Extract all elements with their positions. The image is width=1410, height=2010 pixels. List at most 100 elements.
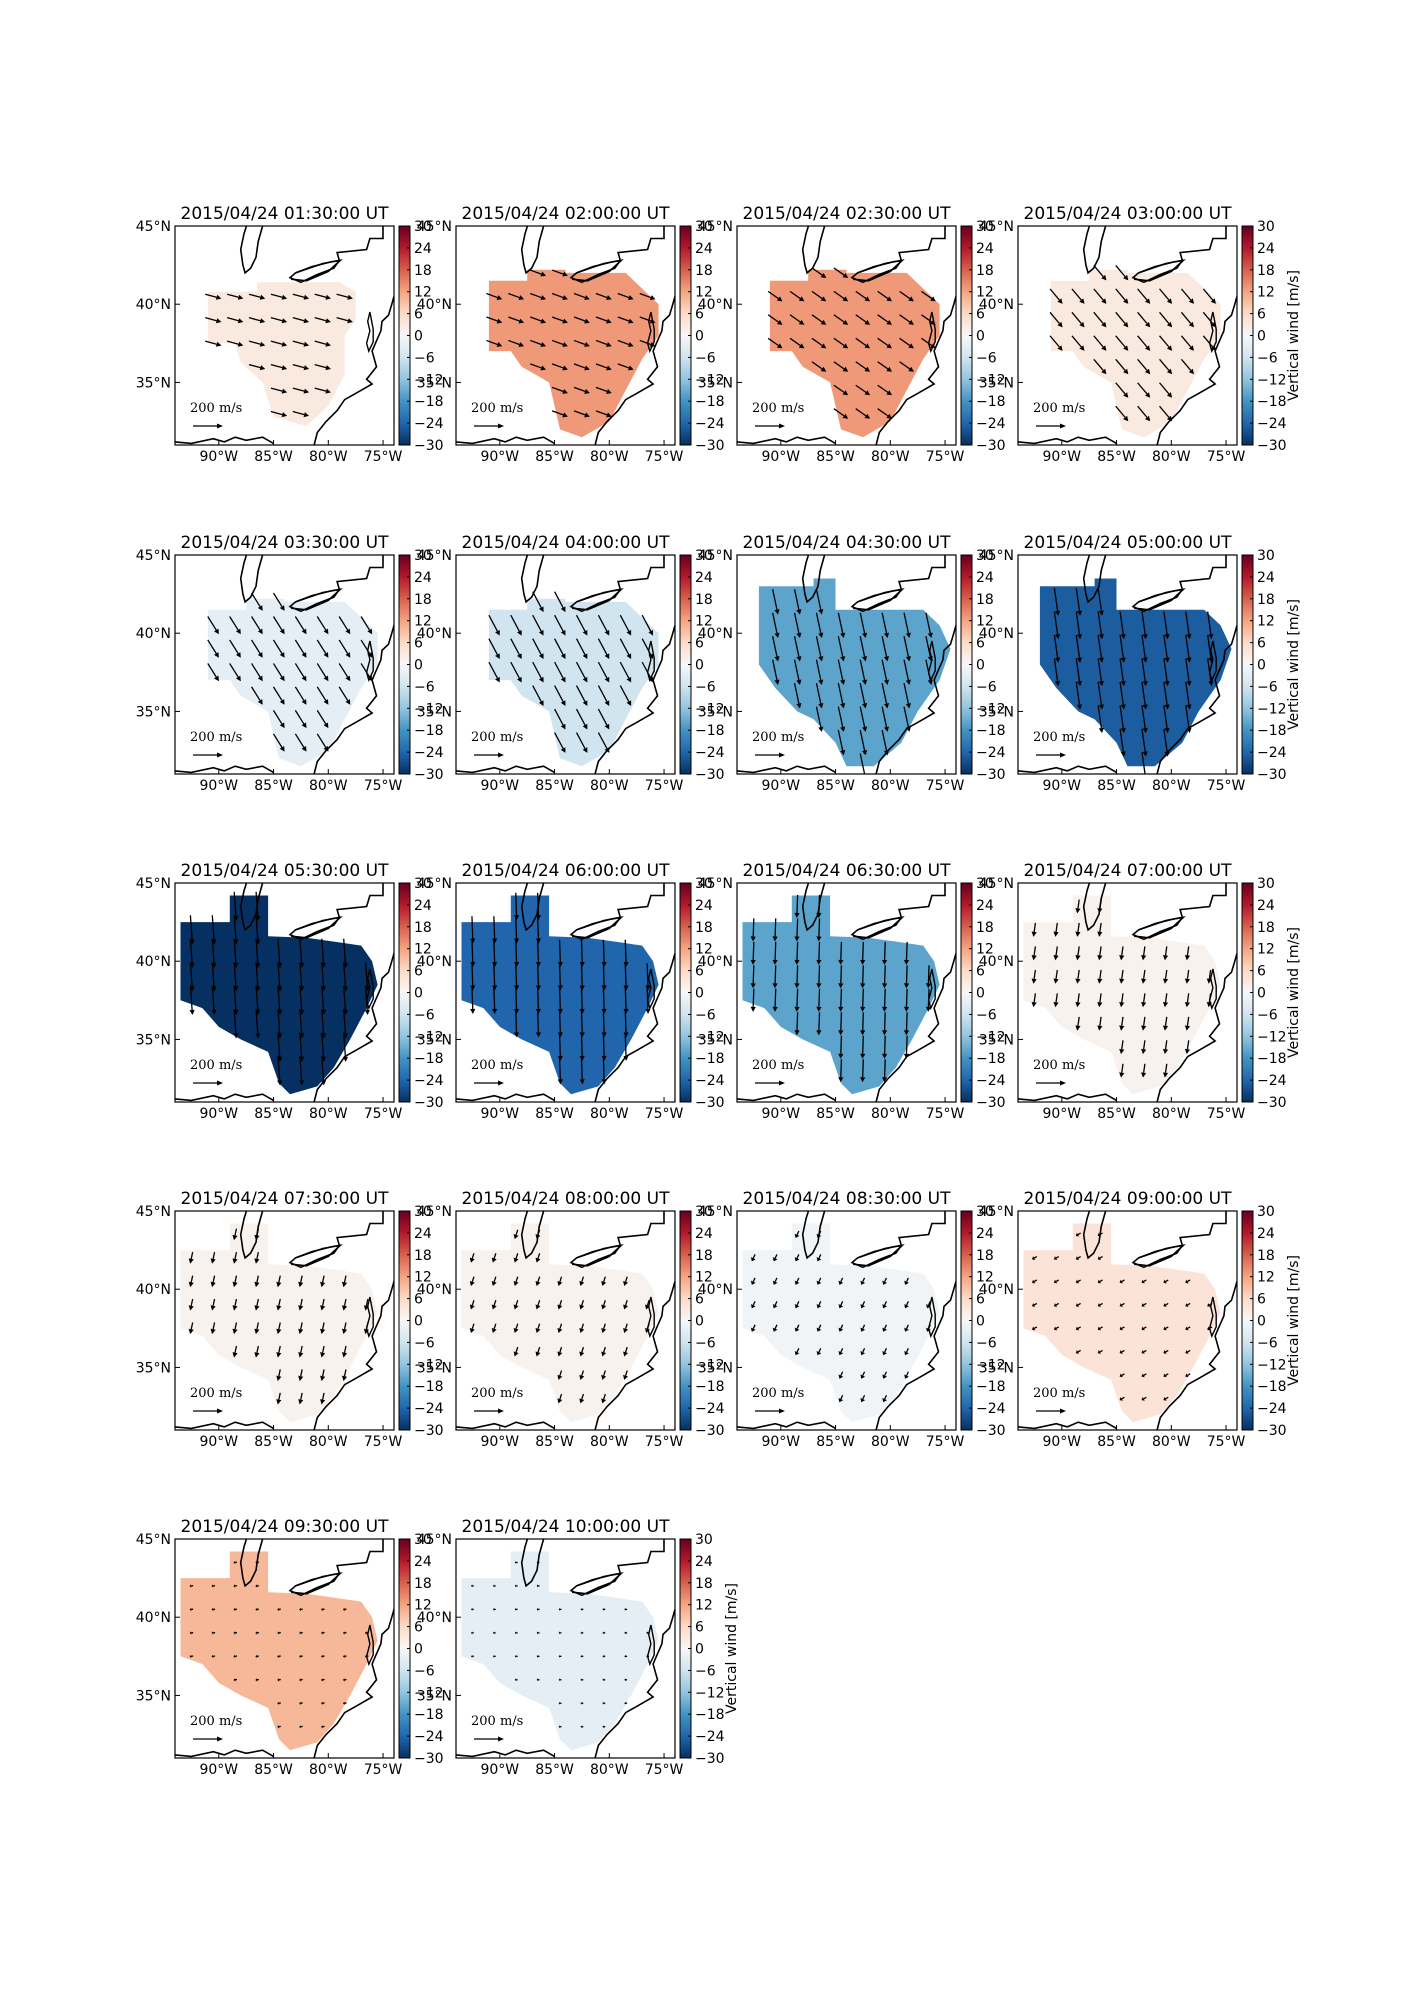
colorbar-tick-label: −30: [695, 1423, 725, 1439]
wind-vector-head: [796, 632, 802, 639]
wind-vector-head: [602, 1678, 604, 1682]
wind-vector: [537, 1276, 541, 1283]
wind-vector: [1165, 1349, 1169, 1353]
wind-vector-head: [905, 656, 911, 662]
wind-vector-head: [211, 1009, 217, 1015]
lake-michigan-outline: [239, 1211, 264, 1260]
wind-vector: [537, 1323, 541, 1329]
map-frame: [455, 554, 676, 775]
colorbar-tick-label: 12: [976, 1270, 994, 1286]
wind-vector-head: [255, 1033, 261, 1039]
wind-vector-head: [343, 1701, 345, 1705]
wind-vector: [343, 1298, 347, 1306]
wind-vector-head: [345, 652, 351, 658]
wind-vector: [1119, 681, 1124, 705]
wind-vector: [905, 1301, 909, 1306]
wind-vector-head: [1210, 298, 1216, 304]
wind-vector-head: [818, 679, 824, 685]
colorbar-tick-label: 6: [1257, 964, 1266, 980]
vertical-wind-region: [769, 269, 940, 438]
wind-vector-head: [1119, 1001, 1125, 1008]
wind-vector-head: [1142, 704, 1148, 710]
colorbar-tick-label: 12: [1257, 1270, 1275, 1286]
wind-vector: [1099, 1016, 1102, 1026]
wind-vector: [862, 1277, 866, 1283]
wind-vector-head: [623, 1281, 629, 1287]
wind-vector-head: [323, 652, 329, 658]
wind-vector-head: [1031, 955, 1037, 961]
wind-vector-head: [1119, 1326, 1123, 1331]
wind-vector-head: [881, 1006, 888, 1012]
wind-vector: [752, 1254, 756, 1259]
wind-vector-head: [842, 390, 849, 396]
wind-vector-head: [774, 656, 780, 662]
chesapeake-outline: [365, 968, 374, 1011]
wind-vector: [1033, 946, 1037, 956]
colorbar-tick-label: 24: [414, 1226, 432, 1242]
wind-vector: [316, 616, 327, 631]
wind-vector: [1143, 946, 1146, 956]
wind-vector-head: [601, 1281, 607, 1287]
wind-vector-head: [303, 318, 310, 324]
wind-vector-head: [818, 656, 824, 662]
wind-vector: [234, 1251, 238, 1259]
wind-vector-head: [840, 679, 846, 685]
wind-vector: [207, 663, 217, 678]
colorbar-tick-label: −24: [695, 745, 725, 761]
wind-vector-head: [298, 1352, 304, 1358]
wind-vector-head: [281, 318, 288, 324]
lon-tick-label: 90°W: [480, 778, 519, 794]
wind-vector-head: [496, 342, 503, 347]
vertical-wind-region: [488, 269, 659, 438]
wind-vector: [796, 988, 799, 1007]
wind-vector: [1033, 1255, 1038, 1259]
wind-vector-head: [1164, 727, 1170, 734]
wind-vector: [837, 659, 844, 681]
panel-title: 2015/04/24 02:30:00 UT: [743, 204, 952, 224]
wind-vector: [793, 612, 800, 634]
wind-vector-head: [517, 676, 522, 683]
wind-vector: [255, 962, 259, 987]
coastline: [572, 259, 624, 282]
wind-vector-head: [558, 1678, 560, 1682]
wind-vector: [1049, 288, 1060, 301]
wind-vector-head: [535, 1281, 541, 1287]
wind-vector: [559, 1346, 563, 1353]
colorbar-tick-label: 30: [976, 219, 994, 235]
wind-vector-head: [557, 1304, 563, 1310]
lon-tick-label: 90°W: [1042, 1434, 1081, 1450]
wind-vector-head: [1145, 368, 1151, 375]
vertical-wind-region: [1023, 895, 1221, 1095]
wind-vector: [1053, 611, 1059, 635]
wind-vector-head: [1142, 751, 1148, 757]
wind-vector-head: [1079, 345, 1085, 351]
wind-vector-head: [601, 985, 607, 991]
colorbar-tick-label: 0: [976, 658, 985, 674]
wind-vector-head: [1055, 680, 1061, 687]
wind-vector-head: [1097, 955, 1103, 961]
wind-vector-head: [347, 318, 353, 324]
wind-vector: [1163, 611, 1168, 635]
wind-vector: [767, 290, 779, 300]
wind-vector: [300, 1369, 303, 1377]
wind-vector: [1119, 658, 1124, 682]
wind-vector-head: [1207, 1303, 1211, 1307]
wind-vector-head: [1184, 1001, 1191, 1008]
wind-vector-head: [538, 629, 544, 636]
wind-vector: [1165, 1279, 1169, 1283]
map-frame: [455, 225, 676, 446]
wind-vector-head: [301, 628, 307, 635]
wind-vector: [1180, 335, 1192, 348]
wind-vector: [1202, 335, 1214, 348]
colorbar-tick-label: 0: [414, 329, 423, 345]
wind-vector: [471, 1253, 475, 1259]
panel-title: 2015/04/24 09:00:00 UT: [1024, 1189, 1233, 1209]
wind-vector: [1143, 1016, 1146, 1026]
wind-vector: [211, 962, 215, 987]
wind-vector: [811, 361, 823, 370]
wind-vector: [818, 1324, 822, 1329]
wind-vector-head: [188, 1328, 194, 1335]
wind-vector-head: [750, 936, 756, 942]
colorbar-tick-label: −18: [695, 1379, 725, 1395]
